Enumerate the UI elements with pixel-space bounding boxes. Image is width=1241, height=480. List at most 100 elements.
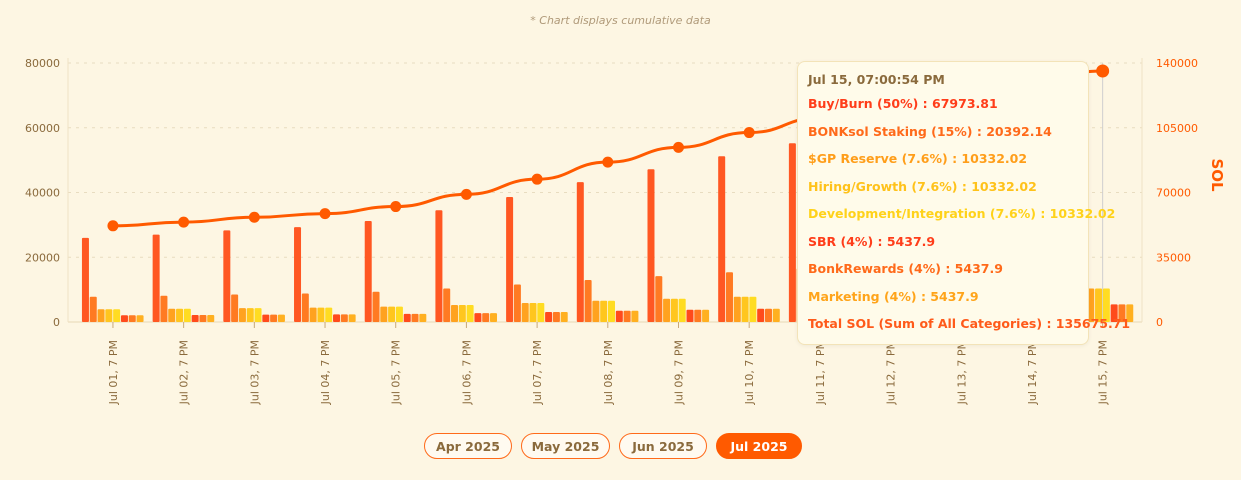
bar--gp-reserve-7-6 [521, 303, 529, 322]
x-axis-tick-label: Jul 10, 7 PM [743, 340, 756, 405]
total-sol-point [672, 141, 684, 153]
x-axis-tick-label: Jul 15, 7 PM [1097, 340, 1110, 405]
x-axis-tick-label: Jul 05, 7 PM [390, 340, 403, 405]
month-button-apr-2025[interactable]: Apr 2025 [424, 433, 512, 459]
month-selector: Apr 2025 May 2025 Jun 2025 Jul 2025 [424, 433, 802, 459]
bar-buy-burn-50 [294, 227, 302, 322]
total-sol-point [319, 208, 331, 220]
bar-hiring-growth-7-6 [1095, 288, 1103, 322]
bar-development-integration-7-6 [113, 309, 121, 322]
tooltip-row: BonkRewards (4%) : 5437.9 [808, 261, 1003, 276]
bar-bonksol-staking-15 [231, 294, 239, 322]
tooltip-row: Buy/Burn (50%) : 67973.81 [808, 96, 998, 111]
bar--gp-reserve-7-6 [733, 296, 741, 322]
total-sol-point [531, 173, 543, 185]
x-axis-tick-label: Jul 06, 7 PM [460, 340, 473, 405]
bar-hiring-growth-7-6 [388, 306, 396, 322]
bar-bonksol-staking-15 [725, 272, 733, 322]
x-axis-tick-label: Jul 08, 7 PM [602, 340, 615, 405]
bar-hiring-growth-7-6 [458, 305, 466, 322]
x-axis-tick-label: Jul 07, 7 PM [531, 340, 544, 405]
bar-bonkrewards-4 [552, 312, 560, 322]
bar-development-integration-7-6 [1102, 288, 1110, 322]
tooltip-title: Jul 15, 07:00:54 PM [808, 72, 945, 87]
right-axis-tick-label: 0 [1156, 316, 1163, 329]
tooltip-row: Total SOL (Sum of All Categories) : 1356… [808, 316, 1131, 331]
month-button-jul-2025[interactable]: Jul 2025 [716, 433, 802, 459]
bar-buy-burn-50 [223, 230, 231, 322]
total-sol-point [248, 211, 260, 223]
bar-hiring-growth-7-6 [670, 298, 678, 322]
right-axis-label: SOL [1208, 158, 1226, 192]
bar-bonkrewards-4 [411, 313, 419, 322]
bar-bonkrewards-4 [482, 313, 490, 322]
bar-buy-burn-50 [647, 169, 655, 322]
bar-marketing-4 [419, 313, 427, 322]
bar-buy-burn-50 [152, 234, 160, 322]
bar-sbr-4 [333, 314, 341, 322]
bar-marketing-4 [277, 314, 285, 322]
bar-buy-burn-50 [576, 182, 584, 322]
total-sol-point [390, 201, 402, 213]
bar--gp-reserve-7-6 [309, 307, 317, 322]
x-axis-tick-label: Jul 09, 7 PM [672, 340, 685, 405]
bar-sbr-4 [1110, 304, 1118, 322]
left-axis-tick-label: 60000 [25, 122, 60, 135]
bar-hiring-growth-7-6 [105, 309, 113, 322]
bar-sbr-4 [191, 315, 199, 322]
x-axis-tick-label: Jul 04, 7 PM [319, 340, 332, 405]
bar-sbr-4 [686, 309, 694, 322]
bar-sbr-4 [615, 310, 623, 322]
bar-bonkrewards-4 [623, 310, 631, 322]
bar-bonksol-staking-15 [443, 288, 451, 322]
x-axis-tick-label: Jul 03, 7 PM [248, 340, 261, 405]
bar-bonksol-staking-15 [372, 291, 380, 322]
bar--gp-reserve-7-6 [238, 308, 246, 322]
x-axis-tick-label: Jul 11, 7 PM [814, 340, 827, 405]
month-button-jun-2025[interactable]: Jun 2025 [619, 433, 707, 459]
total-sol-point [743, 127, 755, 139]
bar-sbr-4 [757, 308, 765, 322]
bar--gp-reserve-7-6 [97, 309, 105, 322]
bar-hiring-growth-7-6 [529, 303, 537, 322]
bar-buy-burn-50 [718, 156, 726, 322]
total-sol-point [178, 216, 190, 228]
bar-marketing-4 [490, 313, 498, 322]
bar-hiring-growth-7-6 [176, 308, 184, 322]
bar-buy-burn-50 [81, 237, 89, 322]
bar--gp-reserve-7-6 [592, 300, 600, 322]
bar-hiring-growth-7-6 [741, 296, 749, 322]
right-axis-tick-label: 70000 [1156, 187, 1191, 200]
bar-buy-burn-50 [364, 220, 372, 322]
bar-development-integration-7-6 [608, 300, 615, 322]
right-axis-tick-label: 35000 [1156, 251, 1191, 264]
bar-development-integration-7-6 [395, 306, 403, 322]
x-axis-tick-label: Jul 01, 7 PM [107, 340, 120, 405]
bar-development-integration-7-6 [537, 303, 545, 322]
bar-hiring-growth-7-6 [246, 308, 254, 322]
bar--gp-reserve-7-6 [380, 306, 388, 322]
bar-buy-burn-50 [435, 210, 443, 322]
bar--gp-reserve-7-6 [663, 298, 671, 322]
bar-bonkrewards-4 [694, 309, 702, 322]
tooltip-row: Hiring/Growth (7.6%) : 10332.02 [808, 178, 1037, 194]
left-axis-tick-label: 0 [53, 316, 60, 329]
tooltip-row: BONKsol Staking (15%) : 20392.14 [808, 123, 1052, 139]
bar-marketing-4 [702, 309, 710, 322]
bar-bonksol-staking-15 [89, 296, 97, 322]
bar-sbr-4 [474, 313, 482, 322]
chart-note: * Chart displays cumulative data [530, 14, 711, 27]
bar-bonksol-staking-15 [584, 280, 592, 322]
left-axis-tick-label: 40000 [25, 187, 60, 200]
bar-development-integration-7-6 [749, 296, 757, 322]
month-button-may-2025[interactable]: May 2025 [521, 433, 610, 459]
tooltip-row: Marketing (4%) : 5437.9 [808, 288, 979, 304]
left-axis-tick-label: 20000 [25, 251, 60, 264]
bar-marketing-4 [348, 314, 356, 322]
bar-development-integration-7-6 [183, 308, 191, 322]
bar-sbr-4 [403, 313, 411, 322]
tooltip-row: Development/Integration (7.6%) : 10332.0… [808, 206, 1116, 221]
bar-bonkrewards-4 [128, 315, 136, 322]
bar-marketing-4 [631, 310, 639, 322]
total-sol-point [107, 220, 119, 232]
